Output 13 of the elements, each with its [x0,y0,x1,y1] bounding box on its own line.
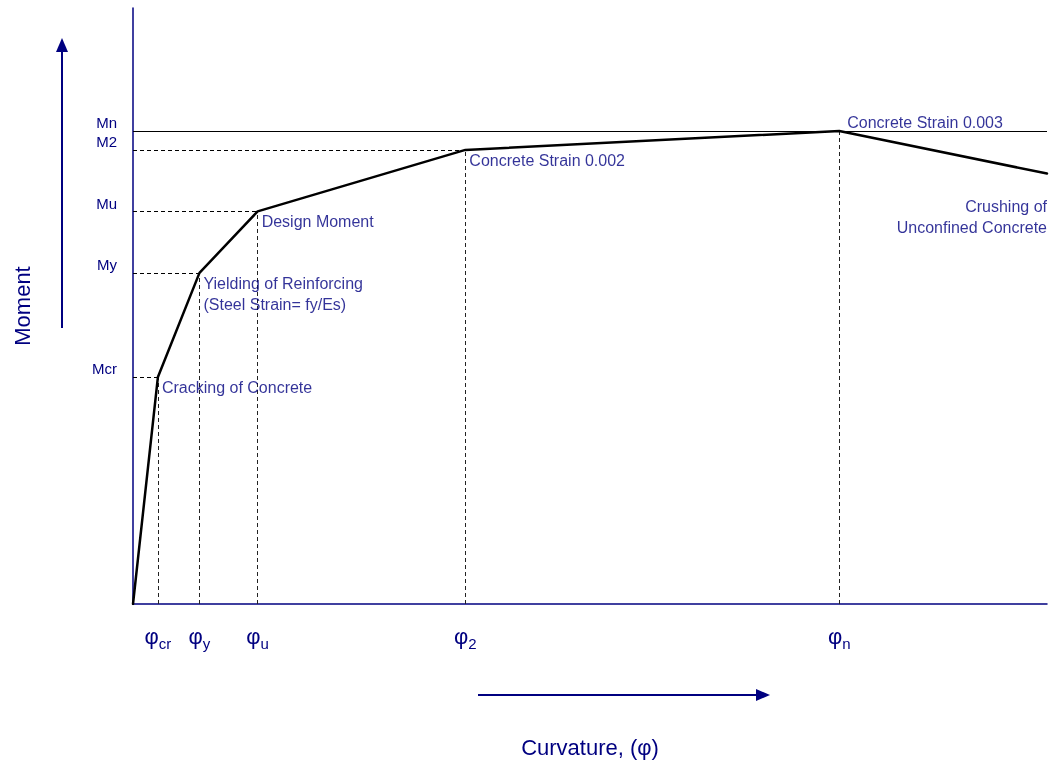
ref-line-label: Mn [96,114,117,132]
annotation: Concrete Strain 0.003 [847,114,1004,132]
ref-line-label: My [97,256,118,274]
annotation: Yielding of Reinforcing (Steel Strain= fy/Es) [203,274,363,313]
annotation: Concrete Strain 0.002 [469,151,626,169]
x-axis-title: Curvature, (φ) [521,734,659,760]
ref-line-label: Mu [96,194,117,212]
ref-line-label: Mcr [92,360,117,378]
annotation: Design Moment [261,213,375,231]
y-axis-title: Moment [9,266,35,346]
annotation: Cracking of Concrete [161,378,313,396]
annotation: Crushing of Unconfined Concrete [896,197,1048,236]
ref-line-label: M2 [96,133,117,151]
